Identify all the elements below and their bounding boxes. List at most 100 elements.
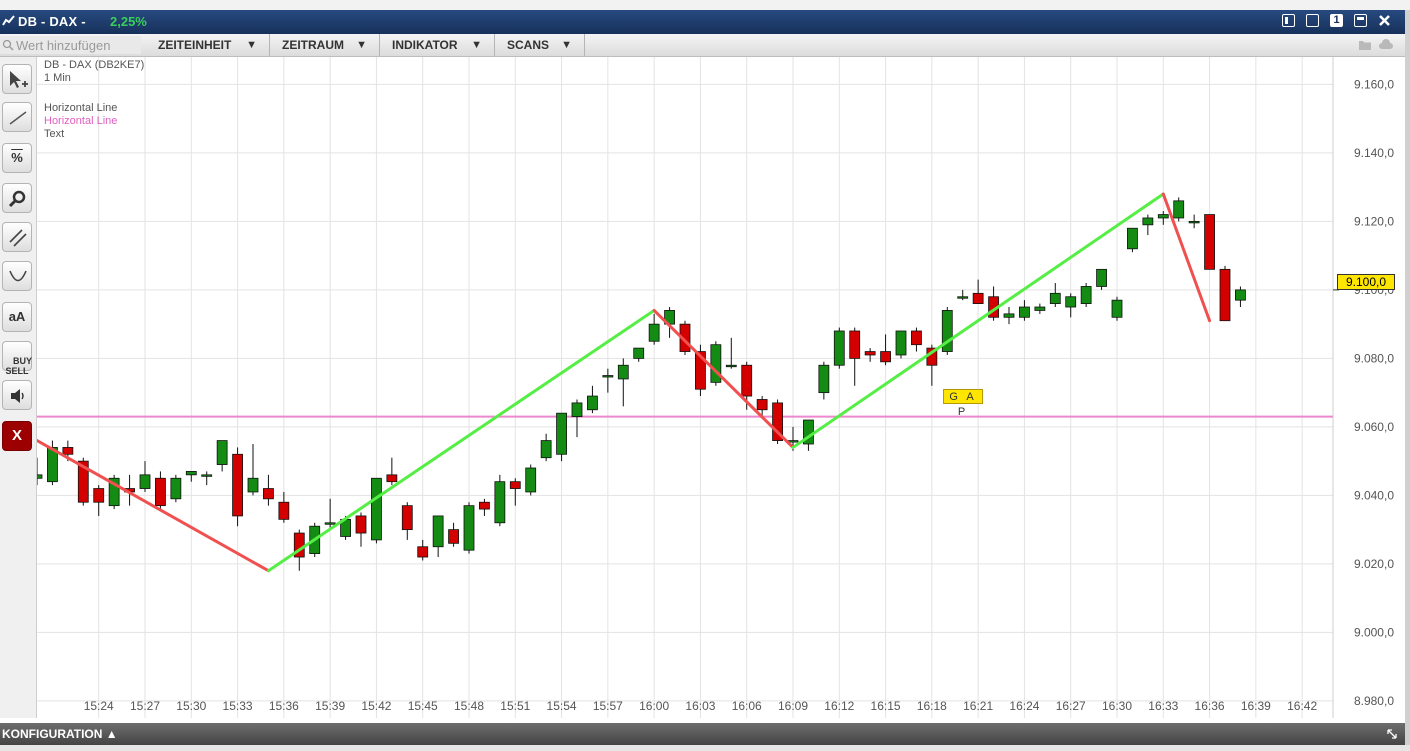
- menu-indikator[interactable]: INDIKATOR ▼: [380, 34, 495, 56]
- trendline: [791, 192, 1165, 449]
- trendline: [266, 308, 656, 573]
- candle-body: [494, 481, 506, 524]
- candle-body: [617, 364, 629, 380]
- zoom-tool[interactable]: [2, 183, 32, 213]
- candle-body: [1049, 292, 1061, 304]
- close-button[interactable]: [1378, 14, 1391, 27]
- x-tick-label: 15:54: [547, 699, 577, 713]
- line-tool[interactable]: [2, 102, 32, 132]
- legend-item-horizontal-line-pink[interactable]: Horizontal Line: [44, 115, 118, 127]
- candle-body: [756, 399, 768, 411]
- konfiguration-button[interactable]: KONFIGURATION ▲: [2, 727, 118, 741]
- minimize-button[interactable]: [1306, 14, 1319, 27]
- candle-body: [633, 347, 645, 359]
- buy-sell-icon: BUY SELL: [5, 356, 33, 376]
- x-tick-label: 16:03: [685, 699, 715, 713]
- candle-body: [1204, 214, 1215, 270]
- folder-icon[interactable]: [1358, 39, 1372, 51]
- zoom-icon: [8, 190, 26, 208]
- menu-label: ZEITRAUM: [282, 38, 344, 52]
- candle-body: [1080, 286, 1092, 304]
- menu-zeitraum[interactable]: ZEITRAUM ▼: [270, 34, 380, 56]
- candle-body: [1142, 217, 1154, 226]
- candle-body: [525, 467, 537, 493]
- candle-body: [1219, 268, 1231, 322]
- candle-body: [602, 375, 614, 378]
- candle-body: [232, 453, 243, 517]
- window-title-bar[interactable]: DB - DAX - 2,25% 1: [0, 10, 1405, 34]
- candle-body: [77, 460, 89, 503]
- candle-body: [695, 351, 706, 390]
- delete-drawings-tool[interactable]: X: [2, 421, 32, 451]
- delete-icon: X: [11, 427, 22, 444]
- candle-body: [941, 310, 953, 352]
- x-tick-label: 16:00: [639, 699, 669, 713]
- layout-number-button[interactable]: 1: [1330, 14, 1343, 27]
- y-tick-label: 9.000,0: [1354, 625, 1394, 639]
- arc-tool[interactable]: [2, 261, 32, 291]
- search-input[interactable]: [0, 36, 141, 54]
- percent-tool[interactable]: %: [2, 143, 32, 173]
- maximize-button[interactable]: [1354, 14, 1367, 27]
- candle-body: [263, 488, 274, 500]
- candle-body: [1096, 268, 1107, 287]
- x-tick-label: 15:24: [84, 699, 114, 713]
- x-tick-label: 16:39: [1241, 699, 1271, 713]
- x-tick-label: 16:42: [1287, 699, 1317, 713]
- candle-body: [1003, 313, 1015, 318]
- legend-item-text[interactable]: Text: [44, 128, 65, 140]
- candle-body: [1188, 220, 1200, 224]
- candle-body: [648, 323, 660, 342]
- candle-body: [1065, 296, 1077, 308]
- candle-body: [556, 412, 567, 455]
- candle-body: [1111, 299, 1123, 318]
- y-tick-label: 9.080,0: [1354, 351, 1394, 365]
- menu-scans[interactable]: SCANS ▼: [495, 34, 585, 56]
- resize-icon[interactable]: [1386, 728, 1398, 740]
- candle-body: [1173, 200, 1185, 219]
- candle-body: [47, 447, 58, 483]
- candle-body: [170, 477, 182, 500]
- restore-icon: [1285, 17, 1288, 24]
- legend-instrument: DB - DAX (DB2KE7): [44, 59, 145, 71]
- menu-zeiteinheit[interactable]: ZEITEINHEIT ▼: [146, 34, 270, 56]
- minimize-icon: [1307, 15, 1318, 26]
- menu-label: INDIKATOR: [392, 38, 458, 52]
- x-tick-label: 16:21: [963, 699, 993, 713]
- gap-annotation[interactable]: G A P: [943, 389, 983, 418]
- x-tick-label: 16:18: [917, 699, 947, 713]
- sound-tool[interactable]: [2, 380, 32, 410]
- candle-body: [540, 440, 552, 459]
- bottom-bar: KONFIGURATION ▲: [0, 723, 1405, 745]
- x-tick-label: 15:42: [361, 699, 391, 713]
- cursor-add-tool[interactable]: [2, 64, 32, 94]
- cloud-icon[interactable]: [1378, 39, 1394, 51]
- trendline: [1161, 192, 1212, 323]
- y-tick-label: 9.020,0: [1354, 557, 1394, 571]
- y-tick-label: 8.980,0: [1354, 694, 1394, 708]
- percent-icon: %: [11, 150, 23, 165]
- candle-body: [895, 330, 907, 356]
- candle-body: [185, 471, 197, 476]
- candle-body: [463, 505, 475, 551]
- candle-body: [741, 364, 753, 397]
- legend-item-horizontal-line[interactable]: Horizontal Line: [44, 102, 118, 114]
- candle-body: [247, 477, 259, 493]
- dropdown-arrow-icon: ▼: [561, 39, 572, 51]
- parallel-lines-tool[interactable]: [2, 222, 32, 252]
- arc-icon: [9, 270, 27, 282]
- candle-body: [371, 477, 382, 541]
- candle-body: [864, 351, 876, 356]
- candle-body: [818, 364, 830, 394]
- candle-body: [324, 522, 336, 525]
- candle-body: [571, 402, 583, 418]
- text-size-tool[interactable]: aA: [2, 302, 32, 332]
- x-tick-label: 16:12: [824, 699, 854, 713]
- menu-label: SCANS: [507, 38, 550, 52]
- candlestick-chart[interactable]: 8.980,0 9.000,0 9.020,0 9.040,0 9.060,0 9.080…: [37, 57, 1405, 718]
- candle-body: [216, 440, 228, 465]
- x-tick-label: 16:15: [871, 699, 901, 713]
- candle-body: [849, 330, 861, 359]
- restore-button[interactable]: [1282, 14, 1295, 27]
- buy-sell-tool[interactable]: BUY SELL: [2, 341, 32, 376]
